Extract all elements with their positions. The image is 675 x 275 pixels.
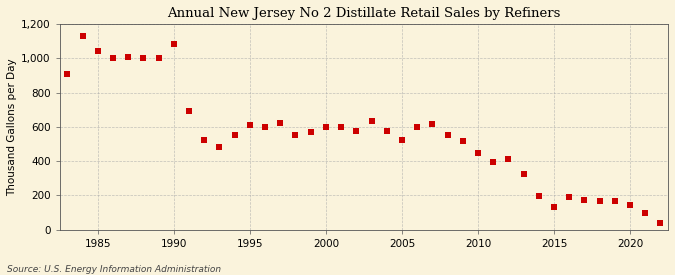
Text: Source: U.S. Energy Information Administration: Source: U.S. Energy Information Administ…: [7, 265, 221, 274]
Point: [92, 49, 103, 54]
Point: [62, 72, 73, 76]
Point: [214, 145, 225, 150]
Point: [427, 122, 438, 127]
Point: [564, 195, 574, 199]
Point: [488, 160, 499, 164]
Point: [655, 221, 666, 225]
Point: [230, 132, 240, 137]
Point: [153, 56, 164, 60]
Point: [138, 56, 148, 60]
Point: [366, 119, 377, 123]
Point: [594, 198, 605, 203]
Point: [412, 125, 423, 129]
Point: [335, 125, 346, 129]
Point: [169, 42, 180, 47]
Point: [381, 129, 392, 133]
Y-axis label: Thousand Gallons per Day: Thousand Gallons per Day: [7, 58, 17, 196]
Point: [107, 56, 118, 60]
Point: [123, 55, 134, 60]
Point: [199, 138, 210, 142]
Point: [351, 129, 362, 133]
Point: [244, 123, 255, 127]
Point: [533, 194, 544, 199]
Point: [610, 199, 620, 204]
Point: [518, 171, 529, 176]
Point: [472, 151, 483, 156]
Point: [396, 138, 407, 142]
Point: [260, 125, 271, 129]
Point: [549, 204, 560, 209]
Point: [624, 203, 635, 207]
Point: [290, 132, 301, 137]
Point: [579, 197, 590, 202]
Point: [503, 156, 514, 161]
Point: [321, 125, 331, 129]
Point: [77, 34, 88, 38]
Point: [458, 139, 468, 144]
Point: [275, 120, 286, 125]
Title: Annual New Jersey No 2 Distillate Retail Sales by Refiners: Annual New Jersey No 2 Distillate Retail…: [167, 7, 561, 20]
Point: [640, 211, 651, 216]
Point: [305, 130, 316, 134]
Point: [184, 109, 194, 114]
Point: [442, 132, 453, 137]
